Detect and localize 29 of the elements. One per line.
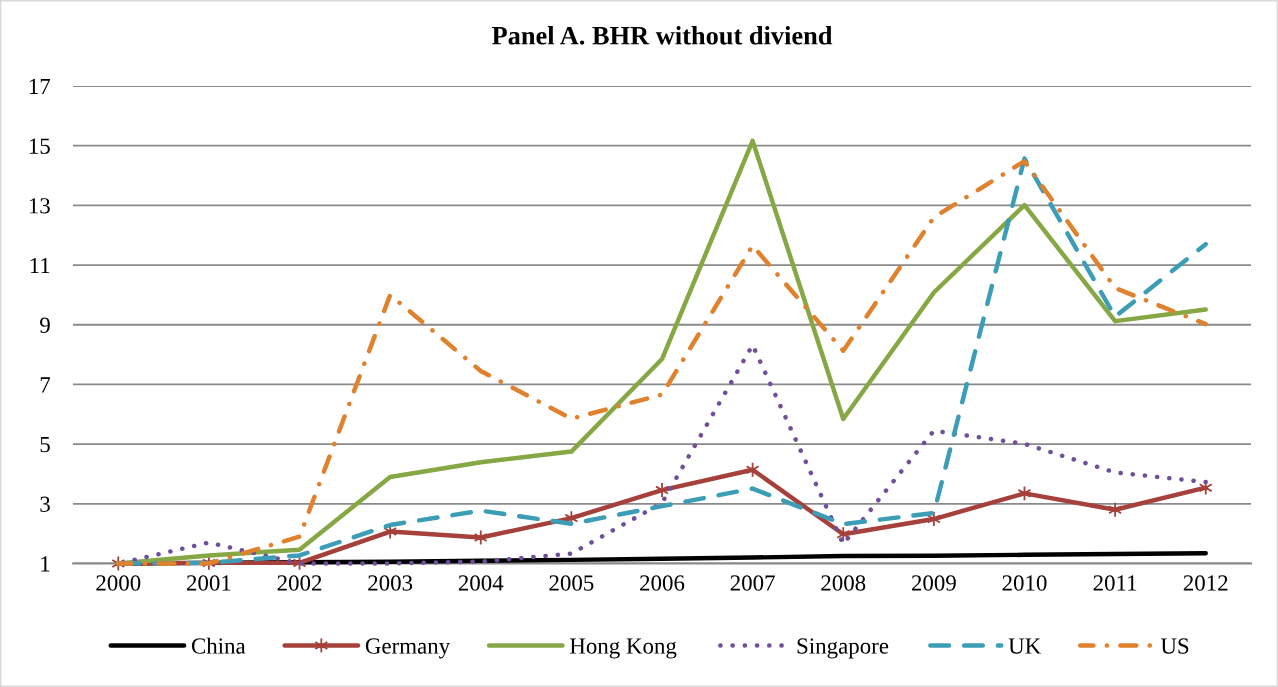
legend-label: Singapore (797, 638, 889, 659)
x-tick-label: 2011 (1093, 575, 1137, 591)
y-tick-label: 11 (30, 257, 50, 274)
x-tick-label: 2007 (730, 575, 775, 591)
x-tick-label: 2004 (458, 575, 504, 591)
y-tick-label: 5 (40, 437, 50, 453)
y-tick-label: 15 (29, 138, 50, 154)
x-tick-label: 2005 (549, 575, 594, 591)
x-tick-label: 2003 (368, 575, 413, 591)
x-tick-label: 2009 (911, 575, 956, 591)
legend-label: Hong Kong (569, 638, 677, 659)
x-tick-label: 2000 (96, 575, 141, 591)
x-tick-label: 2010 (1002, 575, 1047, 591)
x-tick-label: 2001 (186, 575, 231, 591)
x-tick-label: 2006 (640, 575, 685, 591)
x-tick-label: 2012 (1183, 575, 1228, 591)
legend-label: Germany (365, 638, 451, 659)
legend-label: China (191, 637, 246, 654)
y-tick-label: 1 (41, 556, 50, 572)
x-tick-label: 2008 (821, 575, 866, 591)
y-tick-label: 3 (40, 496, 50, 512)
x-tick-label: 2002 (277, 575, 322, 591)
y-tick-label: 13 (29, 198, 50, 214)
y-tick-label: 9 (40, 317, 50, 333)
legend-label: US (1160, 638, 1189, 654)
chart-title: Panel A. BHR without diviend (492, 26, 833, 45)
y-tick-label: 7 (40, 377, 51, 393)
legend-label: UK (1008, 638, 1041, 654)
y-tick-label: 17 (29, 78, 51, 94)
